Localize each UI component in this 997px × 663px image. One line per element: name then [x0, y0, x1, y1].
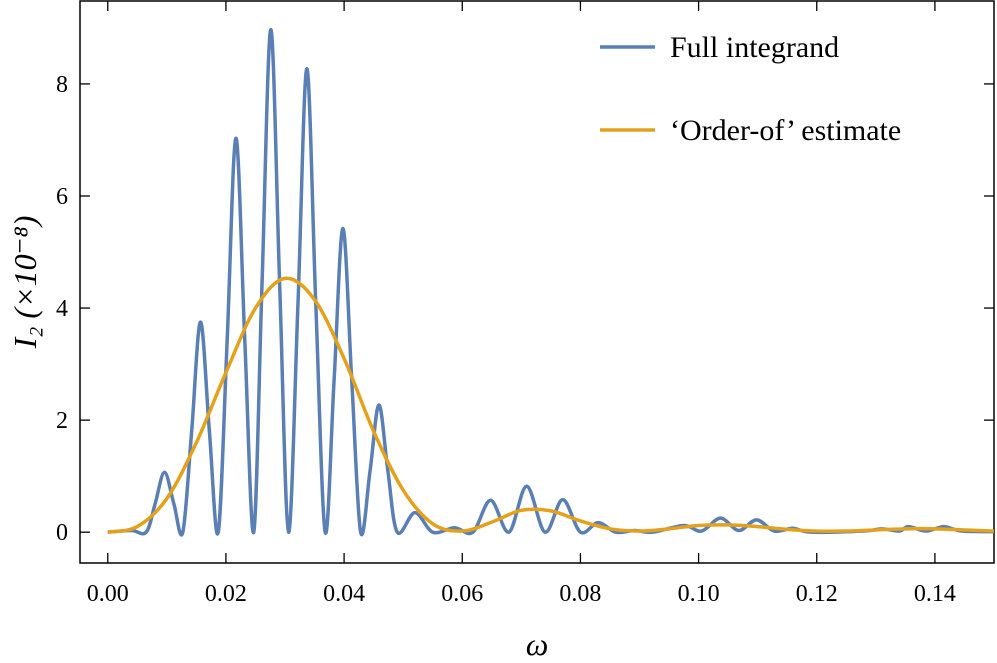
x-tick-label: 0.08 — [559, 581, 601, 607]
x-tick-label: 0.14 — [914, 581, 956, 607]
y-axis-label: I₂ (×10⁻⁸) — [7, 216, 43, 350]
y-tick-label: 2 — [56, 408, 68, 434]
x-tick-label: 0.06 — [441, 581, 483, 607]
x-tick-label: 0.02 — [205, 581, 247, 607]
plot-frame — [79, 0, 995, 564]
legend-label: Full integrand — [670, 31, 839, 64]
x-tick-label: 0.04 — [323, 581, 365, 607]
x-tick-label: 0.00 — [87, 581, 129, 607]
y-tick-label: 6 — [56, 184, 68, 210]
series-line — [107, 276, 995, 534]
y-tick-label: 0 — [56, 520, 68, 546]
y-tick-label: 8 — [56, 72, 68, 98]
legend-label: ‘Order-of’ estimate — [670, 114, 901, 147]
x-tick-label: 0.10 — [678, 581, 720, 607]
series-line — [107, 27, 995, 537]
x-axis-label: ω — [526, 626, 549, 662]
x-tick-label: 0.12 — [796, 581, 838, 607]
y-tick-label: 4 — [56, 296, 68, 322]
